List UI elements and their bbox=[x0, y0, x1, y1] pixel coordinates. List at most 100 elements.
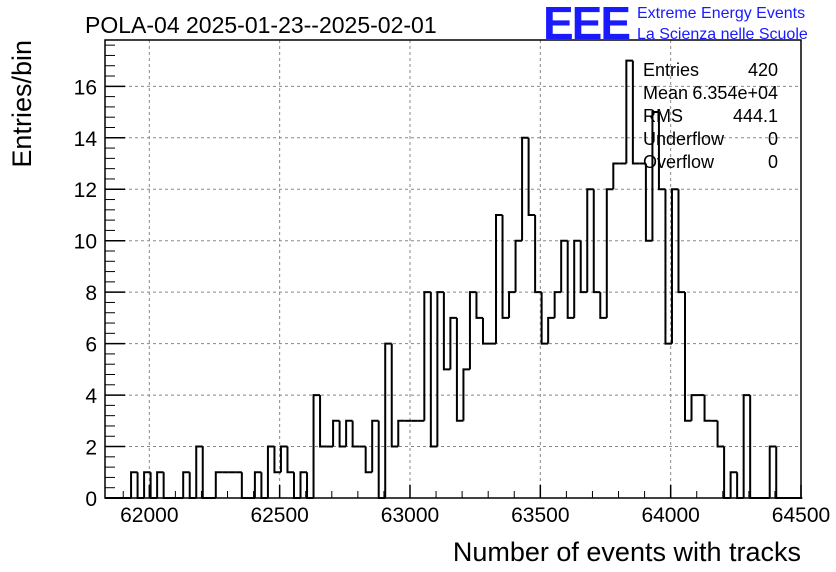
stat-label-mean: Mean bbox=[643, 83, 688, 103]
histogram-bin bbox=[612, 162, 620, 190]
y-tick-label: 10 bbox=[74, 231, 97, 254]
histogram-bin bbox=[442, 292, 451, 371]
histogram-bars bbox=[105, 59, 803, 499]
histogram-bin bbox=[195, 445, 203, 498]
y-tick-label: 8 bbox=[85, 282, 97, 305]
histogram-bin bbox=[716, 420, 725, 448]
histogram-bin bbox=[508, 291, 516, 318]
axis-tick-labels: 62000 62500 63000 63500 64000 64500 0 2 4 6 8 10 12 1… bbox=[74, 76, 831, 527]
histogram-bin bbox=[390, 343, 399, 448]
eee-logo-line2: La Scienza nelle Scuole bbox=[637, 26, 808, 43]
histogram-bin bbox=[540, 292, 549, 345]
histogram-bin bbox=[534, 214, 542, 294]
y-tick-label: 12 bbox=[74, 179, 97, 202]
histogram-bin bbox=[130, 471, 138, 498]
histogram-bin bbox=[670, 188, 679, 344]
histogram-bin bbox=[273, 446, 281, 474]
histogram-bin bbox=[449, 316, 457, 370]
histogram-bin bbox=[501, 214, 510, 319]
histogram-bin bbox=[521, 136, 529, 241]
x-axis-title: Number of events with tracks bbox=[453, 537, 801, 567]
histogram-bin bbox=[436, 291, 444, 447]
histogram-bin bbox=[143, 471, 151, 498]
histogram-bin bbox=[495, 213, 503, 344]
y-axis-title: Entries/bin bbox=[7, 40, 37, 168]
eee-logo-mark: EEE bbox=[543, 0, 629, 49]
histogram-bin bbox=[468, 291, 477, 370]
histogram-bin bbox=[703, 395, 712, 422]
histogram-bin bbox=[429, 292, 438, 448]
histogram-bin bbox=[299, 471, 308, 498]
histogram-bin bbox=[677, 189, 685, 294]
histogram-bin bbox=[586, 188, 594, 293]
y-tick-label: 4 bbox=[85, 385, 97, 408]
chart-title: POLA-04 2025-01-23--2025-02-01 bbox=[85, 12, 437, 38]
histogram-bin bbox=[253, 471, 262, 498]
histogram-bin bbox=[182, 471, 190, 498]
histogram-bin bbox=[566, 240, 575, 319]
histogram-bin bbox=[397, 419, 405, 447]
eee-logo-line1: Extreme Energy Events bbox=[637, 5, 805, 22]
histogram-bin bbox=[605, 188, 614, 318]
x-tick-label: 62500 bbox=[250, 504, 308, 527]
histogram-bin bbox=[279, 445, 288, 473]
histogram-bin bbox=[690, 394, 699, 421]
histogram-bin bbox=[631, 60, 640, 165]
histogram-bin bbox=[332, 419, 340, 447]
y-tick-label: 14 bbox=[74, 128, 98, 151]
x-tick-label: 62000 bbox=[120, 504, 178, 527]
histogram-bin bbox=[644, 163, 653, 242]
y-tick-label: 16 bbox=[74, 76, 97, 99]
histogram-bin bbox=[481, 317, 490, 345]
histogram-bin bbox=[651, 111, 659, 241]
histogram-bin bbox=[768, 445, 777, 498]
stat-value-mean: 6.354e+04 bbox=[692, 83, 778, 103]
y-tick-label: 6 bbox=[85, 334, 97, 357]
x-tick-label: 64500 bbox=[772, 504, 830, 527]
histogram-bin bbox=[319, 395, 327, 448]
stat-label-rms: RMS bbox=[643, 106, 683, 126]
stat-label-entries: Entries bbox=[643, 60, 699, 80]
histogram-bin bbox=[625, 59, 633, 164]
histogram-bin bbox=[214, 471, 223, 498]
stat-value-underflow: 0 bbox=[768, 129, 778, 149]
histogram-bin bbox=[338, 420, 347, 448]
histogram-bin bbox=[742, 394, 751, 498]
histogram-bin bbox=[462, 368, 470, 421]
x-tick-label: 63500 bbox=[511, 504, 569, 527]
histogram-bin bbox=[455, 317, 464, 422]
stat-value-overflow: 0 bbox=[768, 152, 778, 172]
histogram-bin bbox=[351, 420, 360, 448]
histogram-bin bbox=[514, 239, 523, 293]
y-tick-label: 2 bbox=[85, 437, 97, 460]
histogram-bin bbox=[312, 394, 321, 498]
histogram-bin bbox=[371, 419, 379, 473]
stats-box: Entries 420 Mean 6.354e+04 RMS 444.1 Und… bbox=[643, 60, 778, 172]
histogram-bin bbox=[266, 445, 275, 498]
histogram-bin bbox=[527, 137, 536, 216]
x-tick-label: 64000 bbox=[641, 504, 699, 527]
histogram-bin bbox=[384, 342, 392, 498]
histogram-bin bbox=[592, 189, 601, 294]
histogram-bin bbox=[423, 291, 431, 421]
histogram-bin bbox=[475, 292, 483, 319]
stat-value-entries: 420 bbox=[748, 60, 778, 80]
histogram-bin bbox=[560, 239, 568, 293]
stat-value-rms: 444.1 bbox=[733, 106, 778, 126]
plot-frame bbox=[104, 39, 802, 499]
histogram-bin bbox=[657, 112, 666, 191]
histogram-bin bbox=[579, 240, 588, 294]
stat-label-underflow: Underflow bbox=[643, 129, 725, 149]
histogram-bin bbox=[286, 446, 294, 474]
y-tick-label: 0 bbox=[85, 488, 97, 511]
grid-lines bbox=[105, 40, 801, 498]
histogram-bin bbox=[684, 292, 692, 422]
x-tick-label: 63000 bbox=[381, 504, 439, 527]
histogram-bin bbox=[345, 419, 353, 447]
stat-label-overflow: Overflow bbox=[643, 152, 715, 172]
axis-ticks bbox=[105, 44, 802, 499]
histogram-bin bbox=[729, 471, 738, 498]
histogram-bin bbox=[553, 291, 562, 318]
